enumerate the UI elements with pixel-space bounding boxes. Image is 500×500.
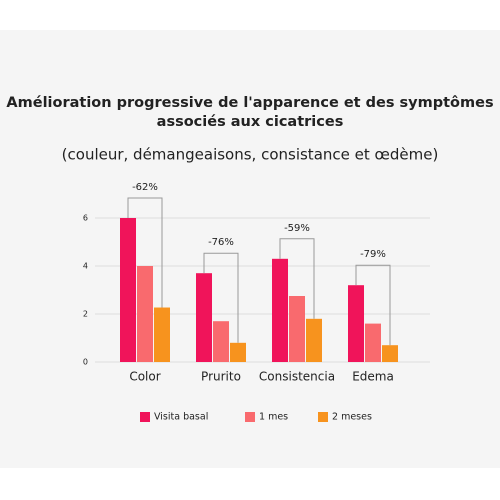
bracket: [279, 238, 315, 319]
bar: [348, 285, 364, 362]
y-tick-label: 4: [83, 262, 88, 271]
bracket: [203, 252, 239, 343]
bar: [137, 266, 153, 362]
legend-label: Visita basal: [154, 412, 208, 423]
bar: [382, 345, 398, 362]
bar: [213, 321, 229, 362]
annotation: -79%: [360, 249, 386, 260]
legend-swatch: [140, 412, 150, 422]
legend-swatch: [245, 412, 255, 422]
chart-title: Amélioration progressive de l'apparence …: [6, 95, 493, 111]
panel: [0, 30, 500, 468]
y-tick-label: 0: [83, 358, 88, 367]
bar: [289, 296, 305, 362]
y-tick-label: 2: [83, 310, 88, 319]
annotation: -62%: [132, 182, 158, 193]
legend-swatch: [318, 412, 328, 422]
x-tick-label: Consistencia: [259, 370, 335, 384]
y-tick-label: 6: [83, 214, 88, 223]
legend-label: 2 meses: [332, 412, 372, 423]
bar: [306, 318, 322, 362]
x-tick-label: Edema: [352, 370, 394, 384]
bar: [154, 307, 170, 362]
bar: [196, 273, 212, 362]
chart-title: associés aux cicatrices: [157, 114, 344, 130]
bar: [230, 342, 246, 362]
bar: [120, 218, 136, 362]
x-tick-label: Color: [129, 370, 160, 384]
chart-subtitle: (couleur, démangeaisons, consistance et …: [62, 146, 439, 164]
bracket: [355, 264, 391, 346]
bar: [365, 323, 381, 362]
annotation: -59%: [284, 223, 310, 234]
bracket: [127, 197, 163, 308]
bar: [272, 258, 288, 362]
annotation: -76%: [208, 237, 234, 248]
legend-label: 1 mes: [259, 412, 288, 423]
x-tick-label: Prurito: [201, 370, 241, 384]
